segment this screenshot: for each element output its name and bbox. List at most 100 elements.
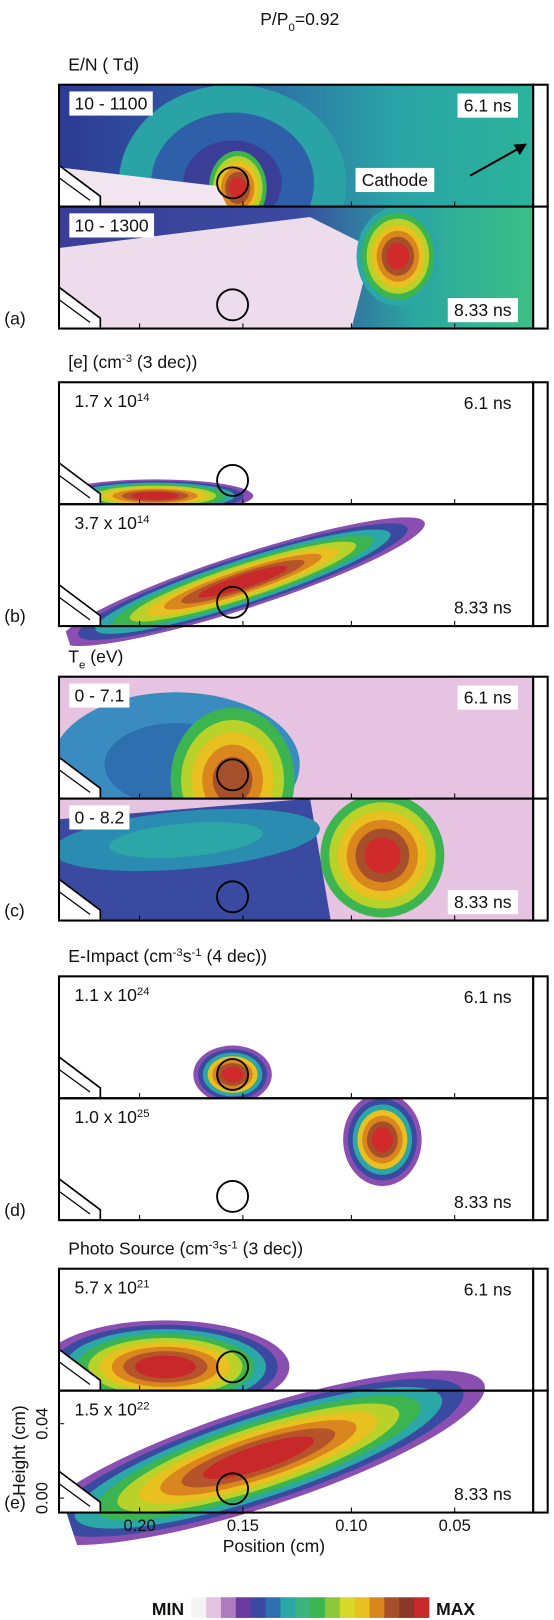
figure-title: P/P0=0.92 bbox=[260, 9, 339, 34]
panel-label: (a) bbox=[4, 308, 25, 328]
low-field-region bbox=[59, 216, 373, 329]
marker-circle bbox=[216, 288, 250, 322]
range-label: 0 - 8.2 bbox=[75, 807, 125, 827]
text-part: 1.5 x 10 bbox=[75, 1399, 138, 1419]
label-box bbox=[457, 93, 518, 118]
annotation: Cathode bbox=[362, 170, 428, 190]
superscript: 25 bbox=[137, 1108, 150, 1120]
time-label: 8.33 ns bbox=[454, 892, 512, 912]
text-part: 5.7 x 10 bbox=[75, 1278, 138, 1298]
marker-circle bbox=[216, 1472, 250, 1506]
range-label: 1.7 x 1014 bbox=[75, 391, 150, 411]
marker-circle bbox=[216, 1179, 250, 1213]
panel-heading: Te (eV) bbox=[68, 646, 123, 671]
superscript: 14 bbox=[137, 392, 150, 404]
arrow-head bbox=[513, 143, 528, 155]
cathode-strip bbox=[532, 1389, 549, 1514]
contour bbox=[371, 1126, 394, 1153]
text-part: 1.7 x 10 bbox=[75, 391, 138, 411]
marker-circle bbox=[216, 1058, 250, 1091]
text-part: [e] (cm bbox=[68, 352, 122, 372]
range-label: 5.7 x 1021 bbox=[75, 1278, 150, 1298]
electrode-edge bbox=[58, 596, 91, 621]
text-part: 1.0 x 10 bbox=[75, 1107, 138, 1127]
colorbar-swatch bbox=[235, 1597, 252, 1618]
time-label: 8.33 ns bbox=[454, 1192, 512, 1212]
electrode bbox=[58, 583, 102, 627]
contour bbox=[212, 756, 253, 799]
contour bbox=[203, 1436, 314, 1480]
colorbar-swatch bbox=[324, 1597, 341, 1618]
text-part: 10 - 1300 bbox=[75, 215, 149, 235]
colorbar-swatch bbox=[220, 1597, 237, 1618]
electrode-edge bbox=[58, 474, 91, 499]
time-label: 6.1 ns bbox=[464, 393, 512, 413]
electrode-edge bbox=[58, 1068, 91, 1093]
time-label: 6.1 ns bbox=[464, 1280, 512, 1300]
electrode-edge bbox=[58, 1361, 91, 1385]
colorbar-swatch bbox=[295, 1597, 311, 1618]
colorbar-swatch bbox=[399, 1597, 415, 1618]
electrode-edge bbox=[58, 891, 91, 915]
text-part: 1.1 x 10 bbox=[75, 985, 138, 1005]
subscript: 0 bbox=[289, 22, 295, 34]
text-part: 0 - 7.1 bbox=[75, 686, 125, 706]
x-tick-label: 0.20 bbox=[124, 1516, 156, 1535]
time-label: 6.1 ns bbox=[464, 987, 512, 1007]
electrode bbox=[58, 1055, 102, 1100]
contour bbox=[221, 1066, 244, 1083]
contour bbox=[198, 565, 288, 598]
contour bbox=[364, 837, 401, 874]
subscript: e bbox=[79, 659, 85, 671]
label-box bbox=[447, 890, 518, 915]
time-label: 8.33 ns bbox=[454, 300, 512, 320]
text-part: (eV) bbox=[85, 646, 123, 666]
label-box bbox=[69, 805, 130, 830]
superscript: -1 bbox=[228, 1239, 238, 1251]
cathode-strip bbox=[532, 503, 549, 628]
cathode-strip bbox=[532, 1097, 549, 1222]
colorbar-swatch bbox=[414, 1597, 430, 1618]
electrode-edge bbox=[58, 1190, 91, 1215]
range-label: 1.0 x 1025 bbox=[75, 1107, 150, 1127]
colorbar-swatch bbox=[354, 1597, 370, 1618]
cathode-strip bbox=[532, 381, 549, 506]
text-part: s bbox=[183, 946, 192, 966]
electrode-edge bbox=[58, 299, 91, 323]
colorbar-min: MIN bbox=[152, 1599, 184, 1619]
x-axis-label: Position (cm) bbox=[223, 1536, 325, 1556]
electrode-edge bbox=[58, 177, 91, 201]
text-part: E/N ( Td) bbox=[68, 54, 139, 74]
time-label: 6.1 ns bbox=[464, 96, 512, 116]
text-part: =0.92 bbox=[295, 9, 339, 29]
cathode-strip bbox=[532, 797, 549, 922]
label-box bbox=[355, 167, 435, 193]
text-part: 3.7 x 10 bbox=[75, 513, 138, 533]
colorbar-swatch bbox=[369, 1597, 385, 1618]
range-label: 10 - 1300 bbox=[75, 215, 149, 235]
text-part: (3 dec)) bbox=[132, 352, 197, 372]
x-tick-label: 0.15 bbox=[227, 1516, 259, 1535]
superscript: 21 bbox=[137, 1279, 150, 1291]
y-tick-label: 0.04 bbox=[33, 1408, 52, 1440]
text-part: T bbox=[68, 646, 79, 666]
y-axis-label: Height (cm) bbox=[9, 1405, 29, 1496]
y-tick-label: 0.00 bbox=[33, 1482, 52, 1514]
marker-circle bbox=[216, 166, 250, 200]
x-tick-label: 0.10 bbox=[335, 1516, 367, 1535]
superscript: 24 bbox=[137, 986, 150, 998]
panel-label: (e) bbox=[4, 1492, 25, 1512]
time-label: 6.1 ns bbox=[464, 688, 512, 708]
label-box bbox=[69, 683, 130, 708]
colorbar-swatch bbox=[339, 1597, 356, 1618]
panel-heading: E/N ( Td) bbox=[68, 54, 139, 74]
contour bbox=[109, 822, 264, 858]
contour bbox=[229, 177, 247, 199]
cathode-strip bbox=[532, 675, 549, 800]
contour bbox=[131, 491, 180, 500]
contour bbox=[386, 242, 410, 270]
cathode-strip bbox=[532, 205, 549, 330]
panel-heading: Photo Source (cm-3s-1 (3 dec)) bbox=[68, 1238, 303, 1258]
text-part: P/P bbox=[260, 9, 288, 29]
